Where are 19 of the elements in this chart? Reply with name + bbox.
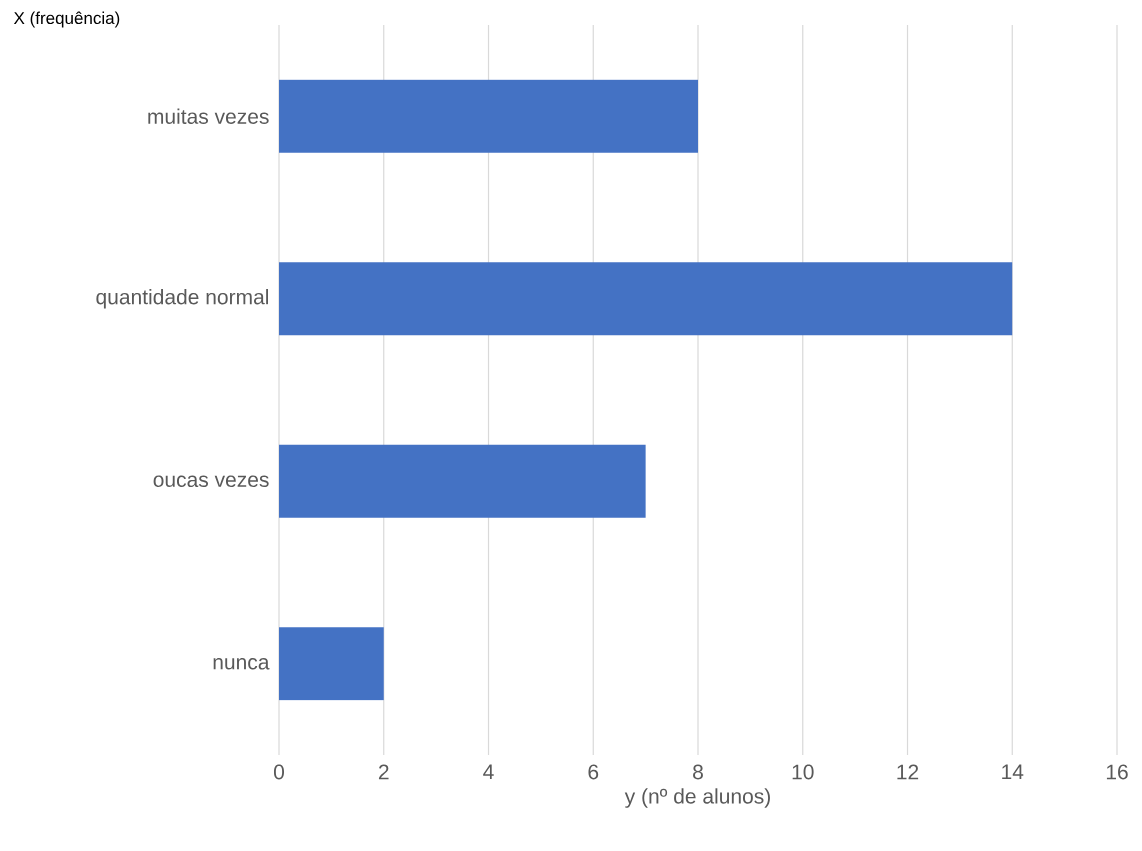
bar bbox=[279, 444, 646, 518]
x-axis-title: y (nº de alunos) bbox=[624, 788, 770, 808]
x-tick-label: 12 bbox=[897, 764, 919, 780]
x-tick-label: 16 bbox=[1106, 764, 1128, 780]
x-tick-label: 2 bbox=[378, 764, 389, 780]
y-tick-label: muitas vezes bbox=[148, 108, 269, 124]
x-tick-label: 0 bbox=[273, 764, 285, 780]
x-tick-label: 10 bbox=[792, 764, 814, 780]
x-tick-label: 4 bbox=[483, 764, 494, 779]
y-tick-label: oucas vezes bbox=[153, 475, 269, 488]
y-axis-title: X (frequência) bbox=[13, 11, 120, 28]
x-tick-label: 14 bbox=[1002, 764, 1024, 779]
y-tick-label: quantidade normal bbox=[96, 288, 269, 309]
x-tick-label: 6 bbox=[588, 764, 599, 780]
bar bbox=[279, 262, 1013, 336]
bar bbox=[279, 627, 384, 701]
bar bbox=[279, 79, 699, 153]
y-tick-label: nunca bbox=[213, 658, 270, 670]
x-tick-label: 8 bbox=[693, 764, 703, 780]
